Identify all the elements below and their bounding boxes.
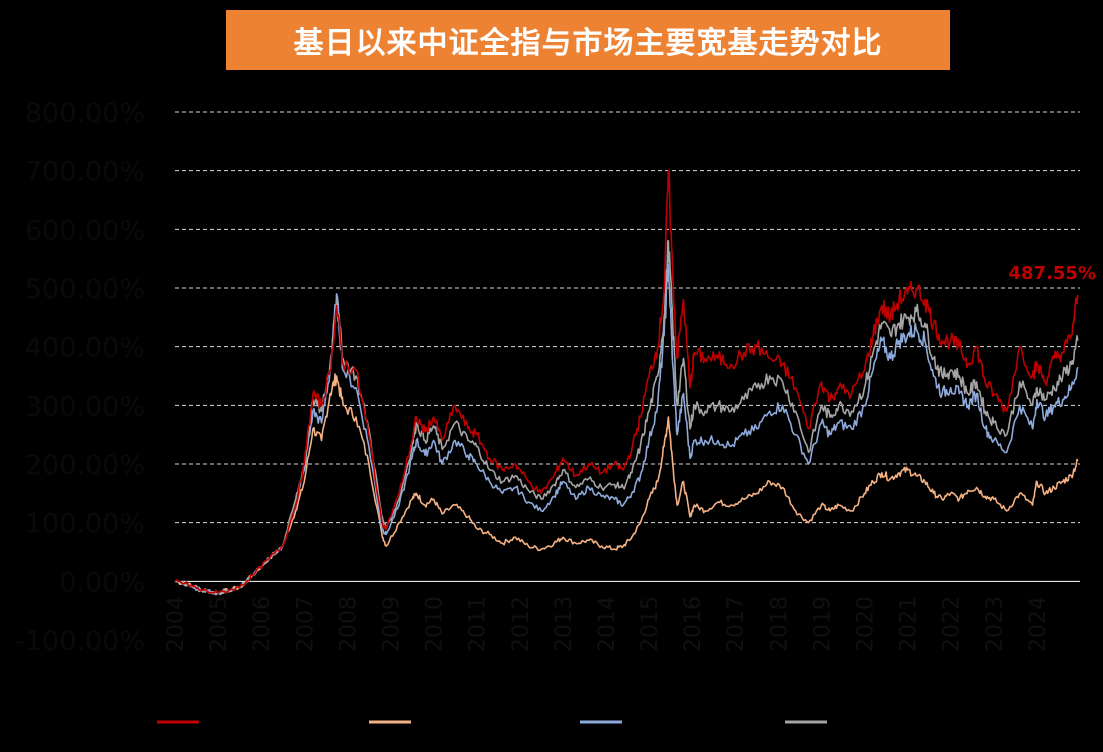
y-tick-label: -100.00% xyxy=(15,626,145,657)
y-tick-label: 500.00% xyxy=(25,274,145,305)
x-tick-label: 2009 xyxy=(379,596,404,652)
x-tick-label: 2012 xyxy=(509,596,534,652)
y-tick-label: 200.00% xyxy=(25,450,145,481)
chart-title-banner: 基日以来中证全指与市场主要宽基走势对比 xyxy=(226,10,950,70)
grid-lines xyxy=(175,111,1080,582)
x-tick-label: 2022 xyxy=(940,596,965,652)
x-tick-label: 2019 xyxy=(810,596,835,652)
x-tick-label: 2021 xyxy=(897,596,922,652)
end-value-label: 487.55% xyxy=(1009,263,1097,284)
x-tick-label: 2016 xyxy=(681,596,706,652)
series-lines xyxy=(174,169,1079,596)
x-tick-label: 2007 xyxy=(293,596,318,652)
y-tick-label: 800.00% xyxy=(25,98,145,129)
series-line xyxy=(174,263,1079,596)
x-tick-label: 2018 xyxy=(767,596,792,652)
y-tick-label: 0.00% xyxy=(59,567,145,598)
x-tick-label: 2015 xyxy=(638,596,663,652)
series-line xyxy=(174,373,1079,596)
x-tick-label: 2023 xyxy=(983,596,1008,652)
y-tick-label: 300.00% xyxy=(25,391,145,422)
y-tick-label: 700.00% xyxy=(25,157,145,188)
x-axis-ticks: 2004 2005 2006 2007 2008 2009 2010 2011 2012 2013… xyxy=(164,596,1051,652)
x-tick-label: 2020 xyxy=(854,596,879,652)
x-tick-label: 2006 xyxy=(250,596,275,652)
series-line xyxy=(174,239,1079,596)
y-tick-label: 600.00% xyxy=(25,215,145,246)
series-line xyxy=(174,169,1079,594)
x-tick-label: 2008 xyxy=(336,596,361,652)
y-tick-label: 400.00% xyxy=(25,333,145,364)
x-tick-label: 2004 xyxy=(164,596,189,652)
x-tick-label: 2013 xyxy=(552,596,577,652)
chart-title: 基日以来中证全指与市场主要宽基走势对比 xyxy=(293,26,883,61)
x-tick-label: 2011 xyxy=(466,596,491,652)
x-tick-label: 2010 xyxy=(423,596,448,652)
y-axis-ticks: -100.00% 0.00% 100.00% 200.00% 300.00% 400.00… xyxy=(15,98,145,657)
y-tick-label: 100.00% xyxy=(25,509,145,540)
x-tick-label: 2024 xyxy=(1026,596,1051,652)
x-tick-label: 2017 xyxy=(724,596,749,652)
x-tick-label: 2014 xyxy=(595,596,620,652)
x-tick-label: 2005 xyxy=(207,596,232,652)
